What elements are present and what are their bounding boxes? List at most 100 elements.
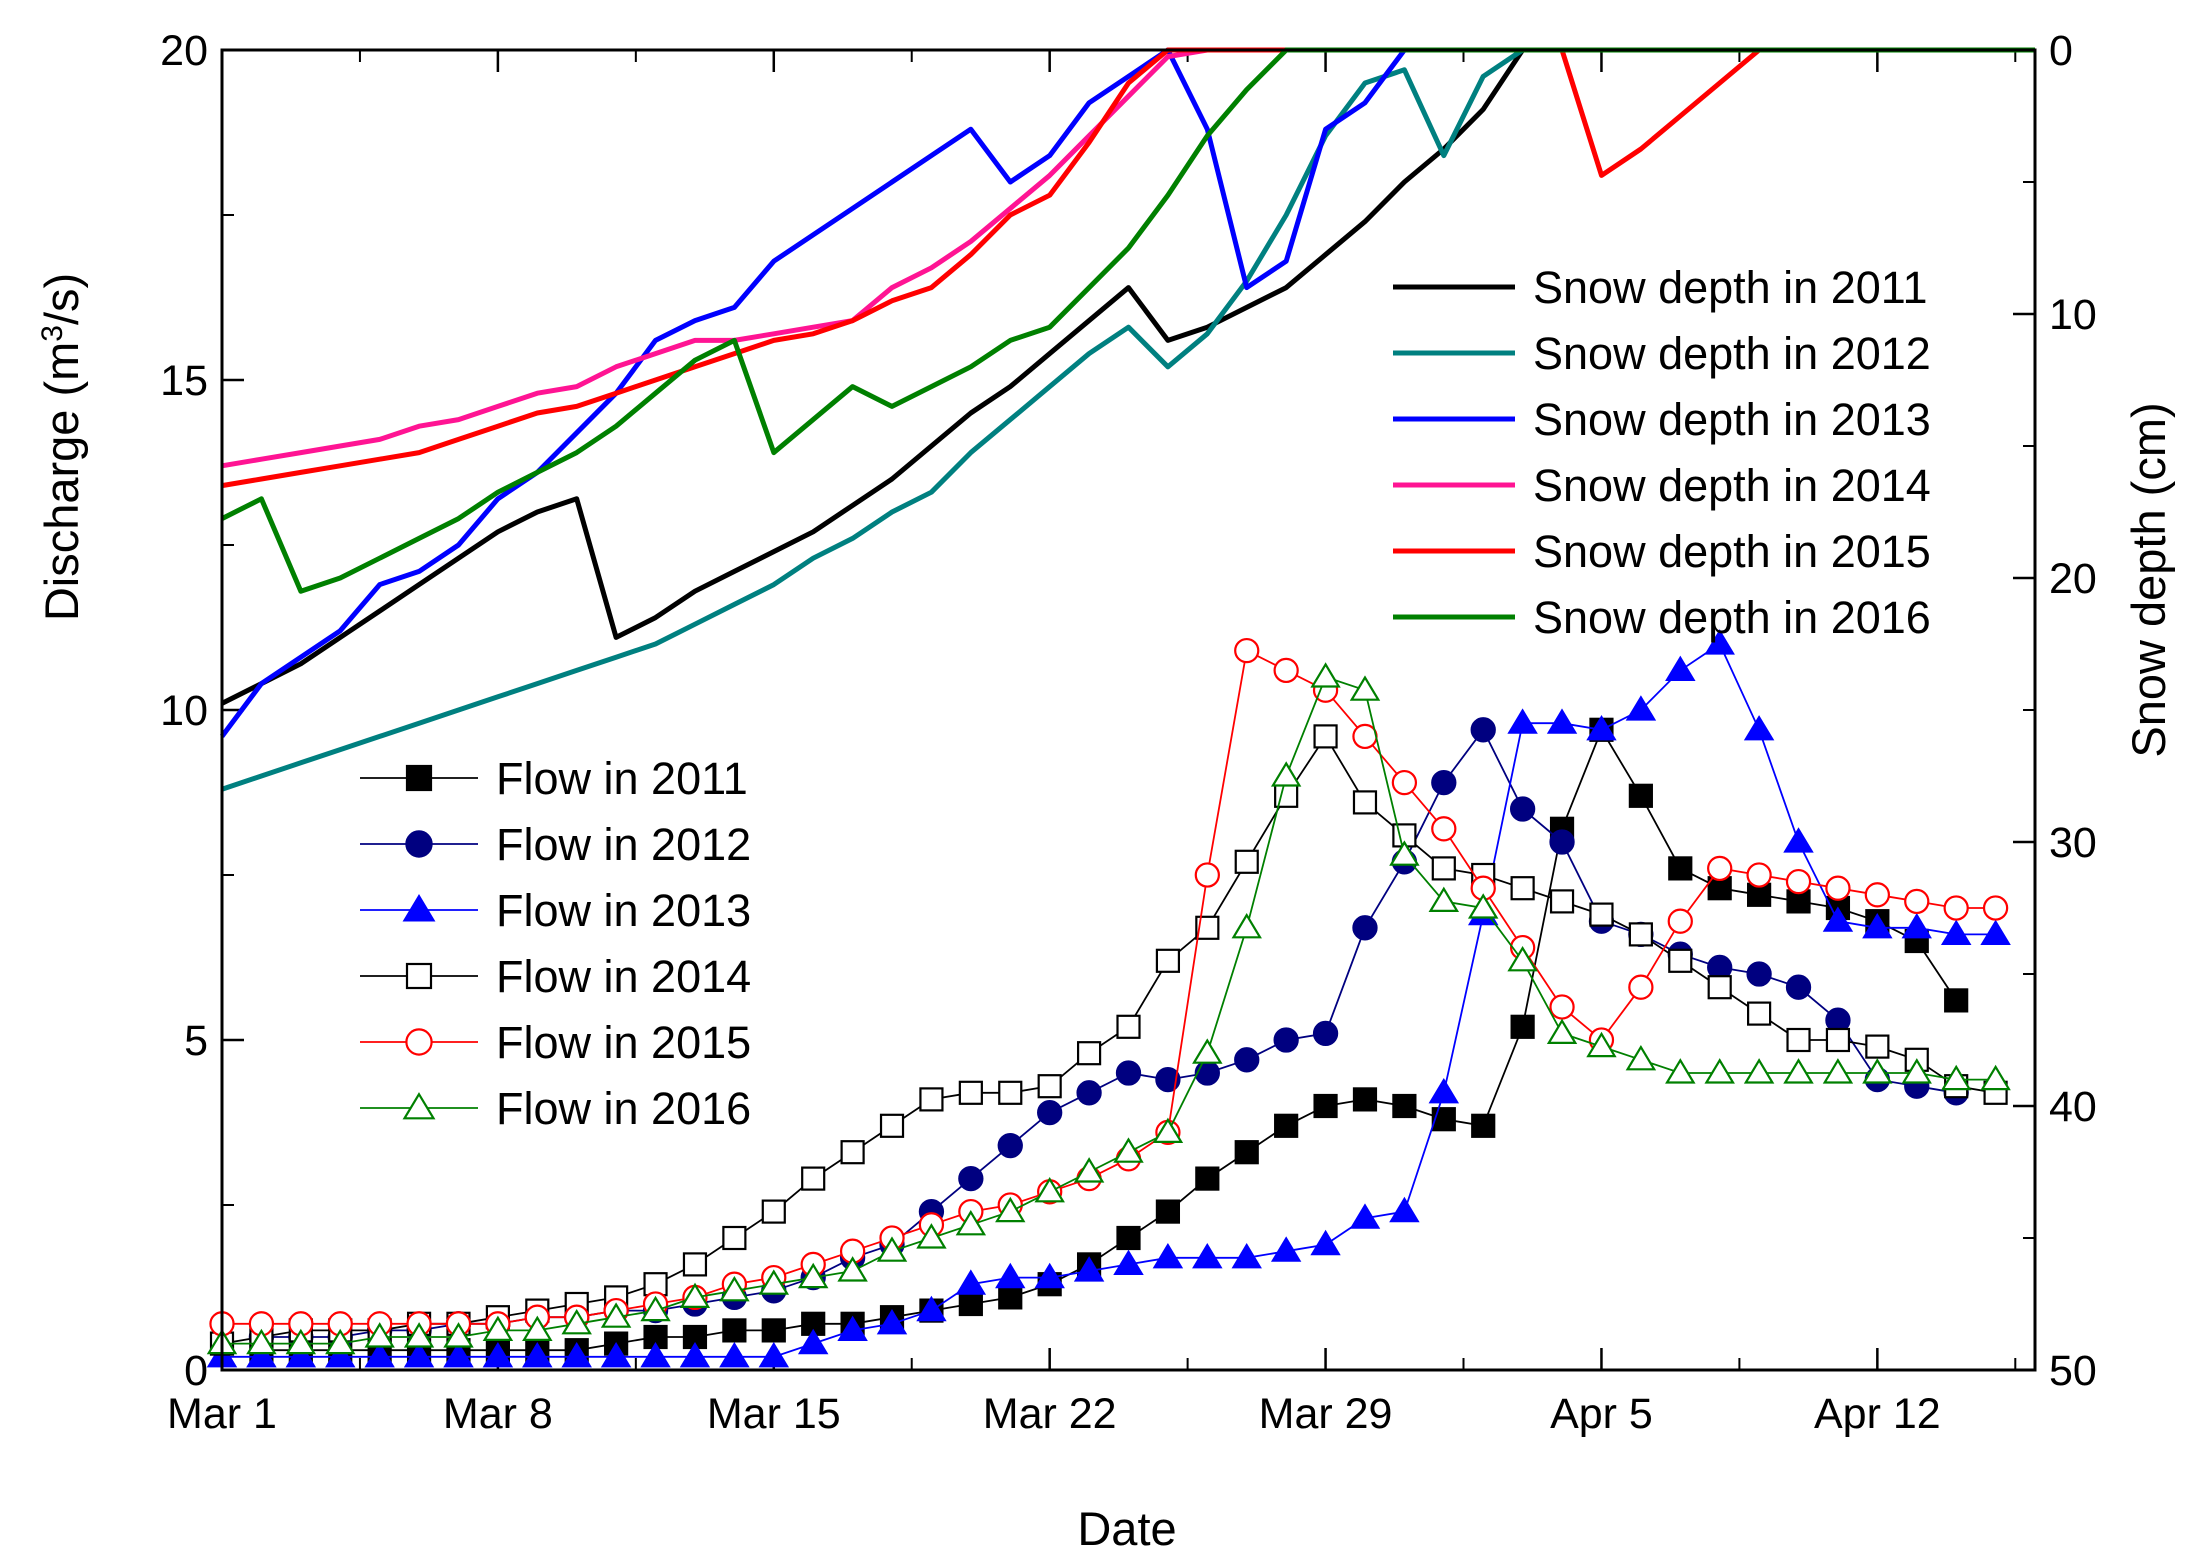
flow-legend-label: Flow in 2013 — [496, 885, 751, 936]
flow-point — [1274, 1113, 1299, 1138]
flow-legend-marker — [405, 764, 433, 792]
flow-point — [837, 1256, 868, 1282]
flow-point — [916, 1223, 947, 1249]
flow-point — [1076, 1080, 1102, 1106]
flow-point — [285, 1328, 317, 1355]
plot-frame — [220, 48, 2037, 1372]
flow-point — [761, 1318, 786, 1343]
snow-legend-label: Snow depth in 2012 — [1533, 328, 1931, 379]
flow-point — [1116, 1014, 1141, 1039]
flow-point — [1194, 862, 1220, 888]
flow-point — [1152, 1242, 1184, 1269]
flow-point — [1822, 906, 1854, 932]
flow-point — [600, 1341, 632, 1368]
flow-point — [1391, 769, 1418, 796]
flow-point — [403, 1322, 435, 1348]
flow-point — [1310, 662, 1341, 688]
flow-point — [1507, 945, 1538, 972]
flow-point — [522, 1315, 553, 1342]
flow-legend-marker — [405, 962, 433, 990]
flow-point — [682, 1252, 708, 1277]
flow-point — [561, 1341, 592, 1368]
y2-axis-title: Snow depth (cm) — [2122, 402, 2175, 757]
flow-point — [1822, 1058, 1854, 1084]
flow-point — [1273, 1027, 1299, 1053]
flow-point — [443, 1322, 474, 1348]
flow-point — [1783, 827, 1814, 853]
flow-point — [1155, 948, 1181, 973]
flow-point — [325, 1328, 356, 1355]
flow-point — [1152, 1117, 1184, 1144]
flow-point — [1943, 895, 1969, 921]
flow-series-4 — [209, 724, 2008, 1356]
flow-point — [1980, 1064, 2011, 1091]
flow-legend-label: Flow in 2015 — [496, 1017, 751, 1068]
flow-point — [1746, 961, 1772, 987]
flow-point — [1940, 919, 1972, 946]
snow-legend-label: Snow depth in 2013 — [1533, 394, 1931, 445]
flow-point — [1073, 1157, 1105, 1183]
flow-point — [1076, 1041, 1102, 1066]
flow-point — [600, 1302, 632, 1328]
y-tick-label: 5 — [184, 1017, 208, 1065]
flow-point — [1625, 1044, 1657, 1071]
flow-point — [797, 1328, 829, 1355]
flow-point — [1234, 637, 1260, 664]
flow-point — [1743, 715, 1775, 741]
y-tick-label: 0 — [184, 1347, 208, 1395]
flow-point — [1037, 1074, 1062, 1099]
y-tick-label: 10 — [160, 687, 208, 735]
plot-border — [220, 48, 2037, 1372]
flow-point — [1901, 912, 1932, 939]
flow-point — [1980, 919, 2011, 946]
flow-legend-label: Flow in 2012 — [496, 819, 751, 870]
y2-tick-label: 30 — [2049, 819, 2097, 867]
flow-point — [1783, 1058, 1814, 1084]
flow-point — [955, 1269, 987, 1295]
flow-point — [1667, 908, 1693, 934]
flow-point — [1940, 1064, 1972, 1091]
flow-point — [1113, 1249, 1144, 1276]
flow-point — [1270, 761, 1302, 787]
y2-tick-label: 0 — [2049, 27, 2073, 75]
flow-point — [1037, 1099, 1063, 1126]
flow-point — [1628, 783, 1653, 808]
flow-point — [1352, 790, 1378, 815]
flow-point — [1743, 1058, 1775, 1084]
flow-point — [995, 1262, 1026, 1289]
flow-point — [919, 1087, 944, 1112]
flow-point — [879, 1113, 905, 1138]
flow-point — [958, 1080, 983, 1105]
flow-point — [840, 1140, 865, 1165]
flow-point — [1392, 1093, 1417, 1119]
snow-legend-label: Snow depth in 2011 — [1533, 262, 1927, 313]
y-tick-label: 20 — [160, 27, 208, 75]
flow-point — [640, 1341, 671, 1368]
flow-point — [1786, 1027, 1811, 1053]
flow-point — [1507, 708, 1538, 734]
flow-point — [998, 1285, 1023, 1310]
flow-point — [1549, 889, 1575, 914]
flow-legend-marker — [405, 1028, 433, 1056]
flow-point — [722, 1225, 747, 1251]
flow-point — [1510, 1014, 1535, 1039]
x-tick-label: Mar 29 — [1259, 1390, 1393, 1438]
flow-point — [1389, 1196, 1420, 1223]
snow-legend-label: Snow depth in 2016 — [1533, 592, 1931, 643]
flow-point — [1270, 1236, 1302, 1262]
flow-point — [801, 1166, 826, 1191]
snow-depth-legend: Snow depth in 2011 Snow depth in 2012 Snow… — [1393, 262, 1931, 643]
y2-tick-label: 10 — [2049, 291, 2097, 339]
flow-point — [1862, 1058, 1893, 1084]
flow-point — [1155, 1199, 1181, 1224]
flow-point — [1431, 856, 1456, 881]
flow-point — [1707, 855, 1733, 882]
flow-point — [1431, 816, 1457, 842]
flow-line — [222, 642, 1996, 1358]
flow-point — [1707, 975, 1732, 1000]
flow-point — [1665, 655, 1696, 682]
flow-point — [876, 1236, 908, 1262]
y-axis-title: Discharge (m3/s) — [35, 273, 88, 621]
y2-tick-label: 50 — [2049, 1347, 2097, 1395]
flow-point — [1586, 715, 1617, 741]
